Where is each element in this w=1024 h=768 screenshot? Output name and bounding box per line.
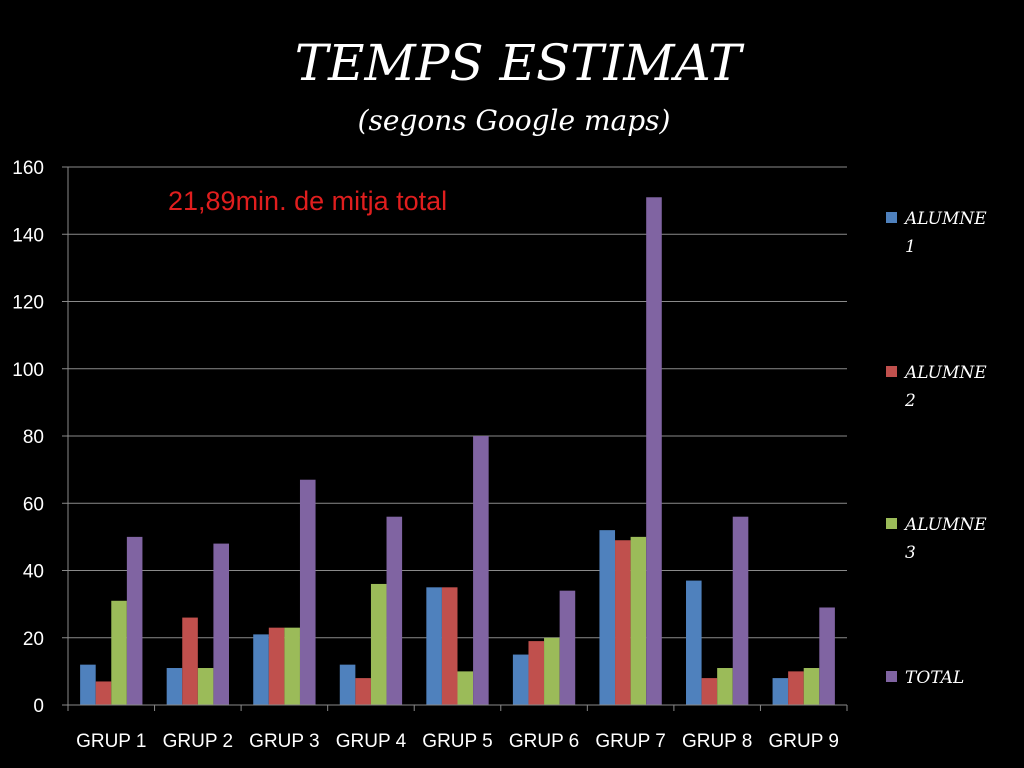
bar: [111, 600, 127, 705]
bar: [701, 678, 718, 705]
bar: [512, 654, 529, 705]
bar: [386, 516, 403, 705]
bar: [630, 536, 647, 705]
legend-label: ALUMNE: [903, 363, 987, 383]
bar: [80, 664, 96, 705]
x-tick-labels: GRUP 1 GRUP 2 GRUP 3 GRUP 4 GRUP 5 GRUP 6 GRUP…: [76, 731, 839, 752]
legend-label: ALUMNE: [903, 515, 987, 535]
bar: [253, 634, 269, 705]
x-tick-label: GRUP 5: [422, 731, 492, 752]
bar: [473, 436, 489, 705]
x-tick-label: GRUP 1: [76, 731, 146, 752]
bar: [284, 627, 300, 705]
bar: [646, 197, 662, 705]
bar: [599, 530, 616, 705]
bar: [559, 590, 576, 705]
gridlines: [68, 166, 847, 639]
legend-swatch: [886, 212, 897, 223]
bar: [615, 540, 631, 705]
y-tick-label: 20: [23, 629, 44, 650]
y-tick-label: 80: [23, 427, 44, 448]
x-tick-label: GRUP 6: [509, 731, 579, 752]
bar: [544, 637, 560, 705]
bar: [732, 516, 749, 705]
legend-swatch: [886, 518, 897, 529]
bar: [355, 678, 371, 705]
bar: [819, 607, 835, 705]
bar: [268, 627, 285, 705]
x-tick-label: GRUP 7: [595, 731, 665, 752]
bar: [339, 664, 356, 705]
y-tick-label: 60: [23, 494, 44, 515]
x-tick-label: GRUP 2: [163, 731, 233, 752]
axes: [62, 166, 848, 711]
chart-subtitle: (segons Google maps): [358, 104, 671, 137]
bar: [299, 479, 316, 705]
bars: [80, 197, 835, 705]
y-tick-label: 0: [33, 696, 44, 717]
legend-swatch: [886, 671, 897, 682]
y-tick-label: 40: [23, 562, 44, 583]
x-tick-label: GRUP 9: [769, 731, 839, 752]
y-tick-label: 120: [12, 293, 44, 314]
bar: [182, 617, 198, 705]
legend-label: TOTAL: [905, 668, 964, 688]
x-tick-label: GRUP 3: [249, 731, 319, 752]
x-tick-label: GRUP 4: [336, 731, 407, 752]
bar: [126, 536, 143, 705]
bar: [803, 668, 820, 705]
bar: [213, 543, 229, 705]
bar: [370, 583, 387, 705]
y-tick-label: 100: [12, 360, 44, 381]
bar: [772, 678, 789, 705]
x-tick-label: GRUP 8: [682, 731, 752, 752]
legend-swatch: [886, 366, 897, 377]
chart-title: TEMPS ESTIMAT: [295, 34, 745, 92]
bar: [686, 580, 702, 705]
bar: [528, 641, 545, 705]
average-annotation: 21,89min. de mitja total: [168, 186, 447, 216]
y-tick-label: 140: [12, 225, 44, 246]
bar: [95, 681, 112, 705]
y-tick-labels: 0 20 40 60 80 100 120 140 160: [12, 158, 44, 717]
y-tick-label: 160: [12, 158, 44, 179]
legend-label: 3: [905, 543, 916, 563]
legend-label: 2: [904, 391, 916, 411]
bar: [441, 587, 458, 705]
bar: [788, 671, 804, 705]
bar: [197, 668, 214, 705]
legend: ALUMNE 1 ALUMNE 2 ALUMNE 3 TOTAL: [886, 209, 987, 688]
legend-label: ALUMNE: [903, 209, 987, 229]
bar: [717, 668, 733, 705]
bar: [457, 671, 474, 705]
legend-label: 1: [905, 237, 916, 257]
bar: [426, 587, 442, 705]
bar: [166, 668, 183, 705]
